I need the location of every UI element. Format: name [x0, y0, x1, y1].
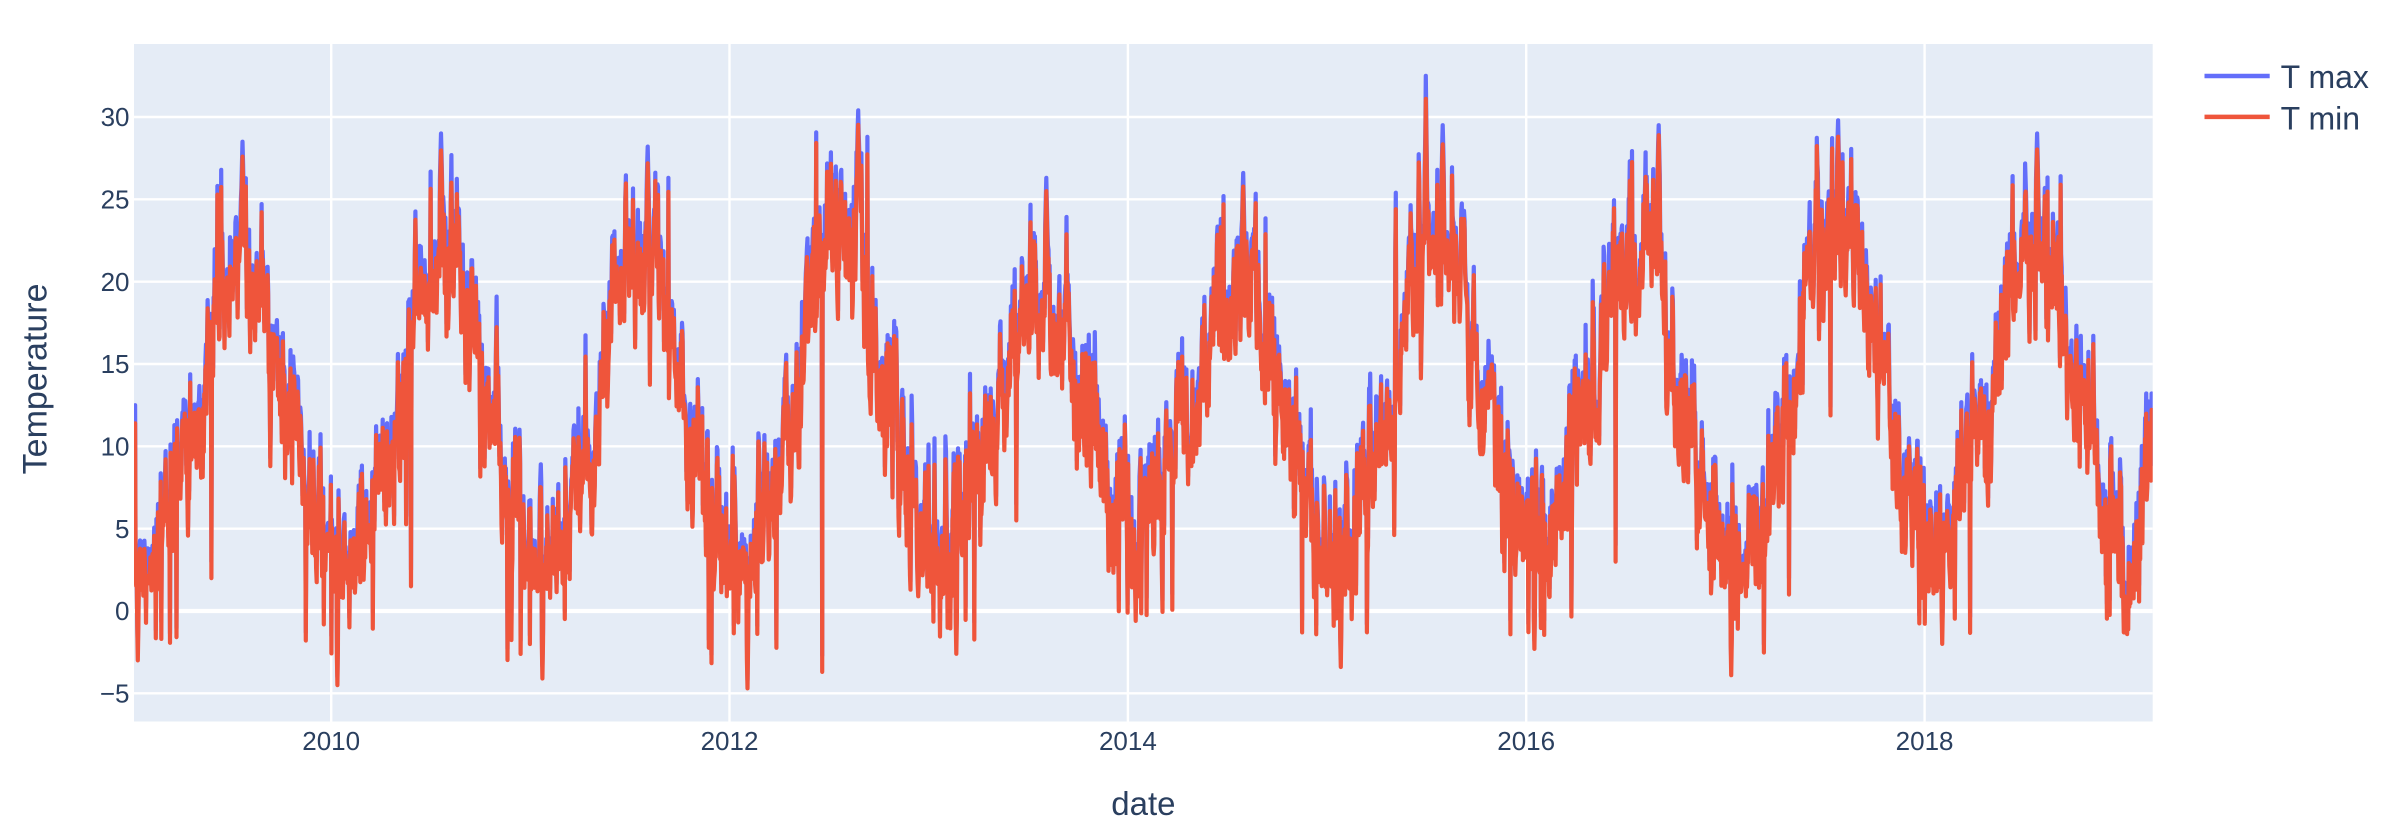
- svg-text:Temperature: Temperature: [17, 283, 55, 474]
- svg-text:20: 20: [101, 267, 130, 297]
- svg-text:2010: 2010: [302, 726, 360, 756]
- svg-text:date: date: [1111, 785, 1175, 822]
- svg-text:2016: 2016: [1497, 726, 1555, 756]
- svg-text:T min: T min: [2281, 101, 2360, 137]
- svg-text:30: 30: [101, 102, 130, 132]
- svg-text:2014: 2014: [1099, 726, 1157, 756]
- svg-text:0: 0: [115, 596, 129, 626]
- svg-text:T max: T max: [2281, 59, 2369, 95]
- svg-text:−5: −5: [100, 678, 130, 708]
- svg-text:25: 25: [101, 184, 130, 214]
- svg-text:2018: 2018: [1896, 726, 1954, 756]
- svg-text:5: 5: [115, 514, 129, 544]
- svg-text:10: 10: [101, 431, 130, 461]
- svg-text:15: 15: [101, 349, 130, 379]
- svg-text:2012: 2012: [701, 726, 759, 756]
